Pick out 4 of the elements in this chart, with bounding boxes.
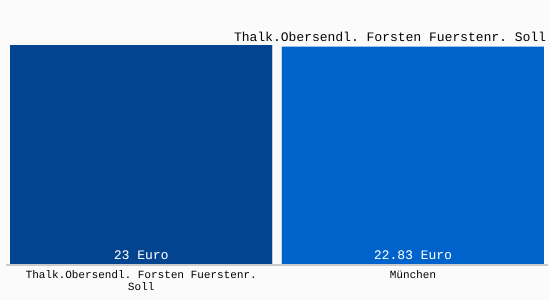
x-tick-label: München <box>390 270 436 282</box>
data-label: 23 Euro <box>114 248 168 263</box>
chart-title: Thalk.Obersendl. Forsten Fuerstenr. Soll <box>234 30 546 45</box>
data-label: 22.83 Euro <box>374 248 452 263</box>
